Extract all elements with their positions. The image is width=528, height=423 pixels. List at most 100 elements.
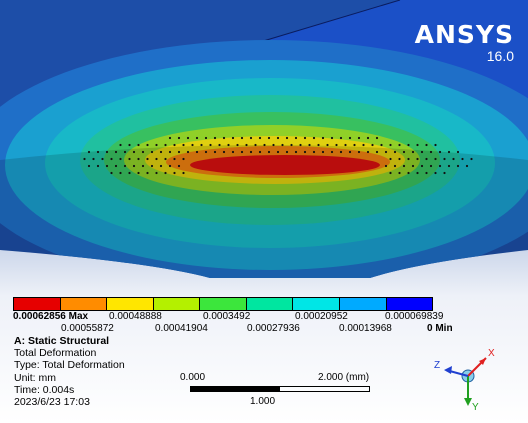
mesh-node-marker — [285, 136, 289, 140]
section-shadow — [0, 145, 528, 278]
mesh-node-marker — [434, 157, 437, 161]
mesh-node-marker — [398, 171, 401, 175]
mesh-node-marker — [141, 150, 145, 154]
mesh-node-marker — [317, 143, 320, 147]
mesh-node-marker — [371, 143, 374, 147]
legend-min-label: 0 Min — [427, 323, 453, 334]
mesh-node-marker — [380, 143, 383, 147]
mesh-node-marker — [456, 150, 460, 154]
mesh-node-marker — [213, 136, 217, 140]
mesh-node-marker — [281, 143, 284, 147]
mesh-node-marker — [137, 171, 140, 175]
mesh-node-marker — [132, 150, 136, 154]
mesh-node-marker — [272, 143, 275, 147]
mesh-node-marker — [146, 157, 149, 161]
mesh-node-marker — [465, 164, 469, 168]
scale-left-label: 0.000 — [180, 372, 206, 383]
mesh-node-marker — [312, 150, 316, 154]
legend-swatch-2 — [60, 298, 108, 310]
mesh-node-marker — [123, 164, 127, 168]
mesh-node-marker — [87, 150, 91, 154]
mesh-node-marker — [137, 157, 140, 161]
mesh-node-marker — [240, 136, 244, 140]
mesh-node-marker — [420, 150, 424, 154]
mesh-node-marker — [389, 171, 392, 175]
mesh-node-marker — [182, 157, 185, 161]
triad-x-arrowhead — [479, 358, 486, 365]
mesh-node-marker — [119, 143, 122, 147]
mesh-node-marker — [173, 143, 176, 147]
mesh-node-marker — [110, 171, 113, 175]
mesh-node-marker — [132, 164, 136, 168]
mesh-node-marker — [128, 157, 131, 161]
mesh-node-marker — [425, 143, 428, 147]
triad-y-arrowhead — [464, 398, 472, 406]
mesh-node-marker — [245, 143, 248, 147]
mesh-node-marker — [222, 136, 226, 140]
mesh-node-marker — [213, 150, 217, 154]
mesh-node-marker — [191, 143, 194, 147]
mesh-node-marker — [267, 136, 271, 140]
mesh-node-marker — [443, 171, 446, 175]
mesh-node-marker — [357, 136, 361, 140]
mesh-node-marker — [204, 150, 208, 154]
mesh-node-marker — [155, 143, 158, 147]
legend-swatch-3 — [107, 298, 154, 310]
mesh-node-marker — [321, 150, 325, 154]
mesh-node-marker — [407, 157, 410, 161]
mesh-node-marker — [321, 136, 325, 140]
mesh-node-marker — [425, 157, 428, 161]
mesh-node-marker — [416, 143, 419, 147]
mesh-node-marker — [290, 143, 293, 147]
mesh-node-marker — [294, 150, 298, 154]
mesh-node-marker — [164, 157, 167, 161]
mesh-node-marker — [402, 164, 406, 168]
legend-swatch-4 — [153, 298, 201, 310]
result-unit: Unit: mm — [14, 371, 56, 384]
mesh-node-marker — [434, 171, 437, 175]
scale-ruler: 0.000 2.000 (mm) 1.000 — [180, 371, 400, 411]
mesh-node-marker — [128, 171, 131, 175]
legend-max-label: 0.00062856 Max — [13, 311, 89, 322]
mesh-node-marker — [236, 143, 239, 147]
mesh-node-marker — [227, 143, 230, 147]
mesh-node-markers — [83, 136, 473, 175]
result-info-block: A: Static Structural Total Deformation T… — [14, 335, 125, 408]
mesh-node-marker — [204, 136, 208, 140]
mesh-node-marker — [249, 136, 253, 140]
mesh-node-marker — [96, 150, 100, 154]
result-time: Time: 0.004s — [14, 383, 75, 396]
brand-name: ANSYS — [414, 20, 514, 49]
legend-swatch-6 — [246, 298, 294, 310]
brand-version: 16.0 — [486, 48, 514, 64]
mesh-node-marker — [267, 150, 271, 154]
mesh-node-marker — [92, 157, 95, 161]
mesh-node-marker — [159, 164, 163, 168]
mesh-node-marker — [222, 150, 226, 154]
legend-bottom-label-3: 0.00027936 — [247, 323, 300, 334]
mesh-node-marker — [231, 136, 235, 140]
legend-swatch-7 — [293, 298, 340, 310]
mesh-node-marker — [186, 136, 190, 140]
mesh-node-marker — [141, 164, 145, 168]
mesh-node-marker — [420, 164, 424, 168]
mesh-node-marker — [105, 150, 109, 154]
legend-top-label-3: 0.0003492 — [203, 311, 251, 322]
mesh-node-marker — [177, 150, 181, 154]
mesh-node-marker — [299, 143, 302, 147]
mesh-node-marker — [447, 164, 451, 168]
mesh-node-marker — [398, 143, 401, 147]
coordinate-triad[interactable]: X Y Z — [428, 346, 508, 414]
mesh-node-marker — [425, 171, 428, 175]
mesh-node-marker — [339, 150, 343, 154]
mesh-node-marker — [258, 136, 262, 140]
mesh-node-marker — [276, 150, 280, 154]
mesh-node-marker — [83, 157, 86, 161]
mesh-node-marker — [461, 157, 464, 161]
deformation-contour-model[interactable] — [0, 0, 528, 300]
legend-color-bar — [13, 297, 433, 311]
ansys-logo: ANSYS 16.0 — [414, 20, 514, 65]
mesh-node-marker — [168, 150, 172, 154]
contour-legend[interactable]: 0.00062856 Max 0.00048888 0.0003492 0.00… — [13, 297, 453, 334]
